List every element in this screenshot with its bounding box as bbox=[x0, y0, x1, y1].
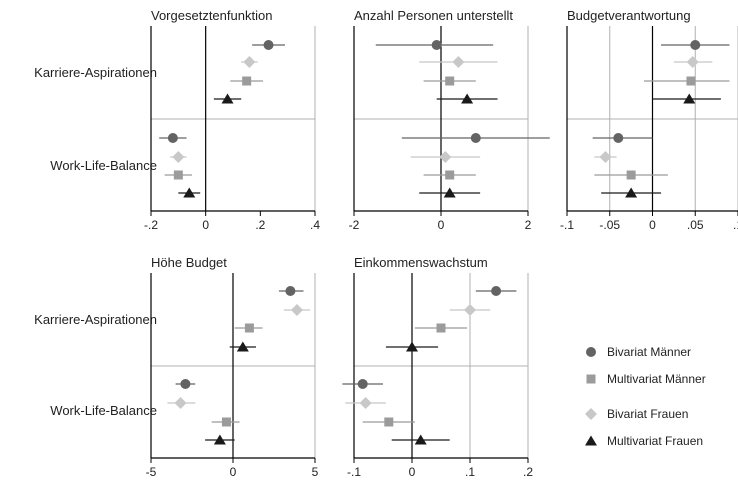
x-tick-label: 0 bbox=[202, 218, 209, 232]
panel-title: Anzahl Personen unterstellt bbox=[354, 8, 513, 23]
x-tick-label: 0 bbox=[438, 218, 445, 232]
x-tick-label: 0 bbox=[649, 218, 656, 232]
legend-label: Multivariat Frauen bbox=[607, 434, 703, 448]
point-multivariat-maenner bbox=[436, 323, 446, 333]
x-tick-label: -.2 bbox=[144, 218, 158, 232]
point-bivariat-frauen bbox=[599, 151, 612, 163]
legend-marker-diamond bbox=[585, 408, 597, 420]
x-tick-label: -.05 bbox=[599, 218, 620, 232]
point-bivariat-frauen bbox=[359, 397, 372, 409]
point-multivariat-maenner bbox=[686, 76, 696, 86]
point-multivariat-frauen bbox=[213, 434, 226, 445]
x-tick-label: -2 bbox=[349, 218, 360, 232]
panel-title: Höhe Budget bbox=[151, 255, 227, 270]
point-bivariat-maenner bbox=[167, 133, 178, 143]
x-tick-label: 2 bbox=[525, 218, 532, 232]
point-bivariat-frauen bbox=[686, 56, 699, 68]
point-bivariat-maenner bbox=[357, 379, 368, 389]
point-multivariat-maenner bbox=[445, 76, 455, 86]
point-bivariat-frauen bbox=[172, 151, 185, 163]
point-bivariat-maenner bbox=[263, 40, 274, 50]
x-tick-label: .2 bbox=[255, 218, 265, 232]
panel-einkommenswachstum: Einkommenswachstum -.1 0 .1 .2 bbox=[342, 255, 533, 479]
point-multivariat-frauen bbox=[183, 187, 196, 198]
legend-item-multivariat-maenner: Multivariat Männer bbox=[586, 372, 706, 386]
point-bivariat-maenner bbox=[613, 133, 624, 143]
panel-vorgesetztenfunktion: Vorgesetztenfunktion -.2 0 .2 .4 bbox=[144, 8, 320, 232]
legend-item-bivariat-frauen: Bivariat Frauen bbox=[585, 407, 688, 421]
legend-marker-circle bbox=[586, 347, 596, 357]
panel-title: Vorgesetztenfunktion bbox=[151, 8, 272, 23]
panel-budgetverantwortung: Budgetverantwortung -.1 -.05 0 .05 .1 bbox=[560, 8, 738, 232]
point-bivariat-maenner bbox=[285, 286, 296, 296]
point-multivariat-frauen bbox=[461, 93, 474, 104]
x-tick-label: -.1 bbox=[347, 465, 361, 479]
point-multivariat-frauen bbox=[236, 341, 249, 352]
point-bivariat-frauen bbox=[174, 397, 187, 409]
point-bivariat-frauen bbox=[439, 151, 452, 163]
panel-title: Budgetverantwortung bbox=[567, 8, 691, 23]
point-multivariat-maenner bbox=[626, 170, 636, 180]
point-multivariat-maenner bbox=[384, 417, 394, 427]
x-tick-label: .1 bbox=[733, 218, 738, 232]
point-bivariat-maenner bbox=[180, 379, 191, 389]
row-label-karriere-bottom: Karriere-Aspirationen bbox=[34, 312, 157, 327]
x-tick-label: .2 bbox=[523, 465, 533, 479]
panel-hoehe-budget: Höhe Budget -5 0 5 bbox=[146, 255, 319, 479]
legend-marker-triangle bbox=[585, 435, 597, 446]
legend-item-multivariat-frauen: Multivariat Frauen bbox=[585, 434, 703, 448]
x-tick-label: .4 bbox=[310, 218, 320, 232]
x-tick-label: .1 bbox=[465, 465, 475, 479]
legend-label: Multivariat Männer bbox=[607, 372, 706, 386]
x-tick-label: 5 bbox=[312, 465, 319, 479]
point-bivariat-frauen bbox=[464, 304, 476, 316]
legend-marker-square bbox=[586, 374, 596, 384]
point-bivariat-maenner bbox=[470, 133, 481, 143]
point-multivariat-frauen bbox=[443, 187, 456, 198]
point-bivariat-frauen bbox=[452, 56, 465, 68]
row-label-worklife-bottom: Work-Life-Balance bbox=[50, 403, 157, 418]
point-bivariat-frauen bbox=[243, 56, 256, 68]
point-multivariat-maenner bbox=[221, 417, 231, 427]
legend: Bivariat Männer Multivariat Männer Bivaria… bbox=[585, 345, 706, 448]
point-multivariat-maenner bbox=[244, 323, 254, 333]
panel-title: Einkommenswachstum bbox=[354, 255, 488, 270]
point-multivariat-frauen bbox=[683, 93, 696, 104]
point-bivariat-maenner bbox=[690, 40, 701, 50]
row-label-worklife-top: Work-Life-Balance bbox=[50, 158, 157, 173]
point-multivariat-frauen bbox=[625, 187, 638, 198]
x-tick-label: -.1 bbox=[560, 218, 574, 232]
chart-panels: Vorgesetztenfunktion -.2 0 .2 .4 Anzahl Perso… bbox=[144, 8, 738, 479]
point-bivariat-maenner bbox=[431, 40, 442, 50]
legend-label: Bivariat Männer bbox=[607, 345, 691, 359]
point-multivariat-maenner bbox=[173, 170, 183, 180]
x-tick-label: .05 bbox=[687, 218, 704, 232]
legend-label: Bivariat Frauen bbox=[607, 407, 688, 421]
legend-item-bivariat-maenner: Bivariat Männer bbox=[586, 345, 691, 359]
point-bivariat-frauen bbox=[290, 304, 303, 316]
x-tick-label: 0 bbox=[409, 465, 416, 479]
point-bivariat-maenner bbox=[491, 286, 502, 296]
point-multivariat-frauen bbox=[406, 341, 418, 352]
panel-anzahl-personen-unterstellt: Anzahl Personen unterstellt -2 0 2 bbox=[349, 8, 550, 232]
x-tick-label: -5 bbox=[146, 465, 157, 479]
point-multivariat-maenner bbox=[242, 76, 252, 86]
point-multivariat-maenner bbox=[445, 170, 455, 180]
row-label-karriere-top: Karriere-Aspirationen bbox=[34, 65, 157, 80]
point-multivariat-frauen bbox=[414, 434, 427, 445]
point-multivariat-frauen bbox=[221, 93, 234, 104]
x-tick-label: 0 bbox=[230, 465, 237, 479]
